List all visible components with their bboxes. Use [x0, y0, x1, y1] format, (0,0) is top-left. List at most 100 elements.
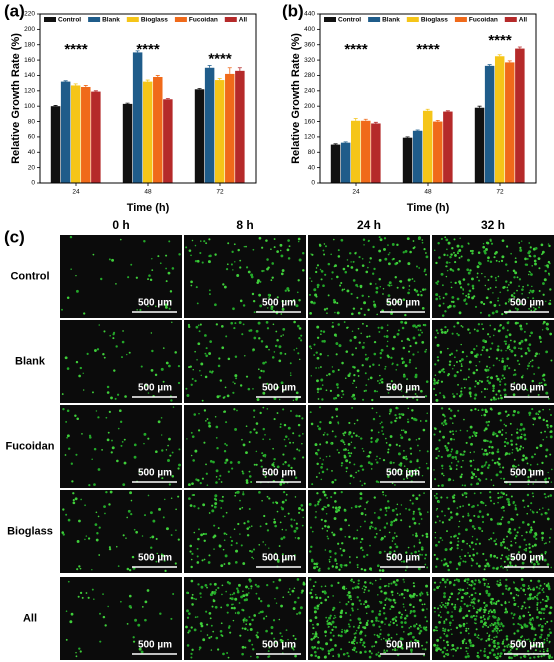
- cell: [232, 269, 234, 271]
- error-bar: [135, 50, 140, 53]
- cell: [436, 515, 439, 518]
- cell: [437, 359, 440, 362]
- cell: [410, 648, 413, 652]
- cell: [188, 497, 191, 500]
- cell: [507, 503, 511, 507]
- cell: [543, 617, 545, 620]
- cell: [295, 347, 298, 350]
- cell: [425, 628, 428, 632]
- cell: [338, 568, 341, 571]
- cell: [320, 518, 323, 521]
- cell: [501, 357, 504, 360]
- cell: [370, 521, 373, 524]
- cell: [529, 387, 533, 390]
- cell: [334, 478, 337, 482]
- cell: [469, 269, 472, 272]
- cell: [95, 410, 98, 412]
- cell: [421, 644, 424, 647]
- cell: [424, 268, 427, 271]
- cell: [445, 446, 448, 450]
- cell: [532, 483, 534, 485]
- cell: [66, 436, 68, 439]
- cell: [82, 389, 85, 391]
- cell: [343, 653, 346, 656]
- micrograph: 500 µm: [308, 405, 430, 488]
- cell: [466, 587, 469, 589]
- cell: [222, 652, 225, 656]
- cell: [470, 580, 473, 583]
- cell: [516, 411, 520, 414]
- cell: [497, 492, 500, 495]
- cell: [542, 591, 545, 594]
- error-bar: [333, 143, 338, 145]
- cell: [232, 619, 235, 622]
- cell: [309, 619, 313, 623]
- cell: [352, 638, 356, 642]
- cell: [525, 547, 528, 550]
- cell: [416, 640, 420, 643]
- cell: [328, 550, 332, 553]
- cell: [355, 268, 359, 272]
- cell: [499, 625, 501, 628]
- cell: [415, 532, 418, 535]
- micrograph-bg: [60, 490, 182, 573]
- cell: [337, 323, 340, 326]
- cell: [403, 631, 405, 633]
- cell: [546, 424, 549, 427]
- cell: [285, 529, 287, 531]
- cell: [330, 648, 333, 651]
- cell: [443, 630, 446, 633]
- cell: [106, 438, 110, 442]
- cell: [336, 449, 339, 451]
- y-tick-label: 200: [304, 103, 315, 110]
- cell: [469, 644, 473, 647]
- cell: [412, 494, 415, 497]
- cell: [475, 365, 477, 367]
- cell: [533, 417, 537, 421]
- cell: [416, 627, 420, 630]
- cell: [500, 565, 503, 568]
- cell: [138, 470, 141, 473]
- cell: [534, 633, 537, 637]
- cell: [313, 650, 317, 654]
- cell: [440, 328, 443, 331]
- cell: [483, 601, 486, 604]
- cell: [449, 478, 452, 481]
- cell: [321, 463, 324, 466]
- cell: [471, 505, 474, 508]
- cell: [437, 607, 440, 610]
- cell: [483, 582, 486, 585]
- cell: [491, 446, 493, 449]
- cell: [435, 496, 438, 500]
- cell: [545, 391, 549, 395]
- cell: [482, 452, 486, 456]
- bar: [330, 144, 341, 183]
- cell: [293, 320, 296, 324]
- plot-frame: [39, 13, 257, 184]
- cell: [442, 639, 445, 642]
- cell: [470, 541, 474, 544]
- cell: [324, 273, 327, 276]
- cell: [508, 452, 511, 456]
- cell: [66, 296, 70, 300]
- cell: [347, 443, 351, 446]
- annotation: ****: [344, 41, 368, 58]
- cell: [310, 638, 313, 641]
- cell: [147, 494, 150, 497]
- cell: [343, 508, 346, 511]
- cell: [475, 475, 477, 478]
- cell: [411, 502, 414, 505]
- cell: [472, 587, 476, 590]
- cell: [521, 386, 524, 389]
- cell: [547, 397, 550, 400]
- cell: [288, 438, 290, 440]
- cell: [486, 513, 490, 516]
- cell: [459, 505, 462, 508]
- cell: [409, 631, 413, 635]
- cell: [194, 259, 198, 263]
- cell: [295, 398, 298, 401]
- cell: [347, 326, 349, 329]
- micrograph: 500 µm: [308, 490, 430, 573]
- cell: [530, 331, 533, 335]
- cell: [512, 581, 515, 583]
